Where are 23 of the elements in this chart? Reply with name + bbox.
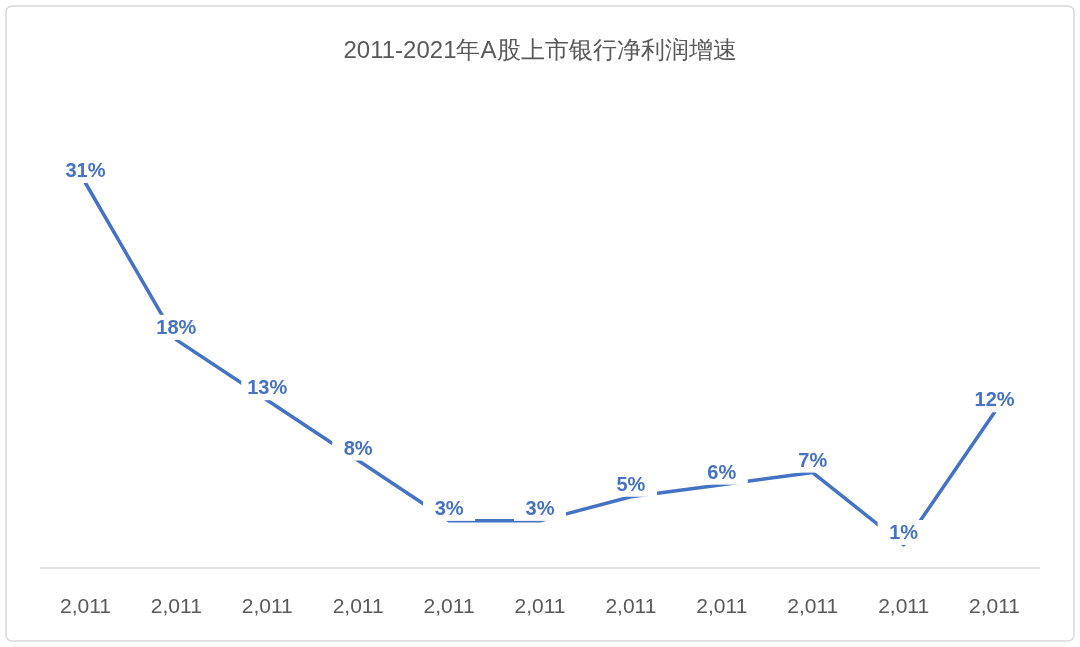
data-label: 8% (343, 436, 373, 459)
x-tick-label: 2,011 (605, 594, 657, 617)
data-label: 5% (616, 472, 646, 495)
x-tick-label: 2,011 (787, 594, 839, 617)
chart-title: 2011-2021年A股上市银行净利润增速 (343, 36, 737, 63)
data-label: 31% (65, 159, 106, 181)
data-label: 7% (798, 448, 828, 471)
data-label: 3% (525, 496, 555, 519)
data-label: 3% (434, 496, 464, 519)
data-label: 13% (247, 376, 288, 399)
x-tick-label: 2,011 (969, 594, 1021, 617)
data-label: 6% (707, 460, 737, 483)
x-tick-label: 2,011 (878, 594, 930, 617)
data-label: 1% (889, 521, 919, 543)
x-tick-label: 2,011 (423, 594, 475, 617)
x-tick-label: 2,011 (332, 594, 384, 617)
x-tick-label: 2,011 (514, 594, 566, 617)
x-tick-label: 2,011 (59, 594, 111, 617)
data-label: 18% (156, 315, 197, 338)
x-tick-label: 2,011 (696, 594, 748, 617)
data-label: 12% (974, 388, 1015, 411)
x-tick-label: 2,011 (241, 594, 293, 617)
x-tick-label: 2,011 (150, 594, 202, 617)
